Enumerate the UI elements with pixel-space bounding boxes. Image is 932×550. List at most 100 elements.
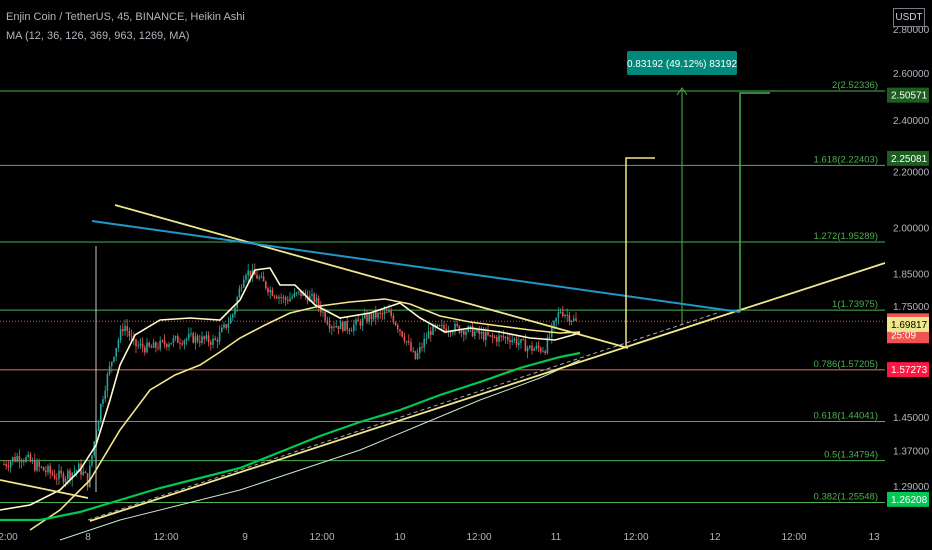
candle-body [113, 356, 115, 362]
candle-body [115, 347, 117, 357]
candle-body [56, 478, 58, 480]
candle-body [122, 329, 124, 332]
candle-body [278, 296, 280, 299]
candle-body [377, 312, 379, 318]
candle-body [207, 335, 210, 343]
candle-body [555, 317, 557, 321]
candle-body [487, 331, 489, 336]
candle-body [381, 313, 384, 315]
candle-body [117, 340, 120, 348]
candle-body [401, 331, 403, 337]
candle-body [181, 343, 183, 345]
candle-body [531, 345, 533, 351]
candle-body [491, 335, 494, 337]
candle-body [546, 337, 549, 354]
candle-body [245, 275, 247, 280]
candle-body [78, 463, 80, 471]
candle-body [64, 478, 67, 483]
candle-body [254, 269, 256, 275]
candle-body [205, 335, 208, 339]
candle-body [108, 366, 111, 375]
x-tick-label: 12:00 [153, 532, 178, 543]
candle-body [232, 314, 234, 318]
candle-body [485, 331, 487, 340]
candle-body [553, 320, 555, 326]
candle-body [469, 325, 472, 327]
candle-body [124, 325, 126, 332]
candle-body [243, 279, 245, 288]
candle-body [269, 289, 271, 293]
candle-body [130, 336, 133, 338]
candle-body [368, 314, 370, 322]
candle-body [12, 457, 14, 462]
candle-body [370, 314, 373, 320]
candle-body [18, 456, 21, 462]
chart-title: Enjin Coin / TetherUS, 45, BINANCE, Heik… [6, 11, 245, 23]
candle-body [84, 471, 87, 474]
candle-body [544, 351, 546, 354]
candle-body [476, 328, 478, 332]
fib-level-label: 0.786(1.57205) [814, 359, 878, 370]
ma-slow-line [59, 359, 581, 541]
candle-body [568, 314, 571, 322]
candle-body [75, 470, 78, 472]
candle-body [463, 330, 465, 335]
candle-body [229, 317, 232, 324]
projection-target-2 [739, 92, 770, 312]
support-trendline [89, 262, 886, 522]
candle-body [67, 470, 69, 479]
candle-body [225, 324, 227, 328]
currency-unit-badge[interactable]: USDT [893, 8, 925, 27]
candle-body [564, 315, 566, 317]
candle-body [542, 351, 544, 353]
candle-body [502, 335, 505, 338]
candle-body [388, 310, 390, 313]
candle-body [403, 336, 406, 342]
candle-body [100, 403, 102, 421]
price-tag [887, 87, 929, 103]
x-tick-label: 12:00 [466, 532, 491, 543]
candle-body [276, 296, 278, 299]
candle-body [454, 323, 456, 332]
candle-body [474, 331, 476, 337]
candle-body [223, 324, 225, 328]
x-tick-label: 12:00 [781, 532, 806, 543]
candle-body [135, 339, 137, 347]
candle-body [331, 326, 333, 329]
candle-body [562, 312, 564, 317]
candle-body [23, 461, 25, 463]
candle-body [36, 461, 38, 471]
candle-body [375, 311, 377, 318]
candle-body [443, 325, 445, 329]
candle-body [419, 347, 421, 353]
candle-body [557, 312, 560, 318]
blue-trendline [91, 220, 741, 313]
x-tick-label: 9 [242, 532, 248, 543]
candle-body [326, 320, 329, 324]
candle-body [166, 344, 168, 348]
candle-body [526, 347, 529, 352]
candle-body [262, 276, 265, 282]
candle-body [291, 296, 293, 299]
candle-body [34, 459, 36, 471]
candle-body [366, 314, 368, 322]
candle-body [221, 327, 223, 332]
candle-body [82, 471, 84, 475]
candle-body [234, 307, 236, 315]
candle-body [465, 331, 467, 335]
candles [3, 246, 577, 492]
candle-body [155, 342, 157, 348]
candle-body [203, 336, 205, 339]
candle-body [570, 320, 573, 322]
candle-body [315, 298, 318, 303]
ma-indicator-label[interactable]: MA (12, 36, 126, 369, 963, 1269, MA) [6, 30, 190, 42]
candle-body [58, 470, 60, 480]
candle-body [533, 348, 535, 351]
candle-body [9, 461, 12, 468]
candle-body [537, 345, 540, 349]
candle-body [210, 342, 212, 345]
candle-body [480, 331, 483, 334]
candle-body [304, 292, 307, 296]
candle-body [214, 338, 216, 340]
